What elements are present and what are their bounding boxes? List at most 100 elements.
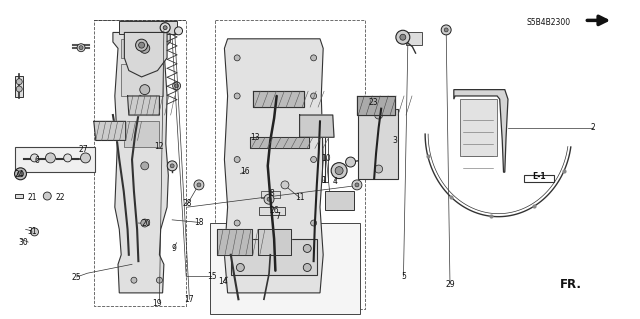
Circle shape bbox=[352, 180, 362, 190]
Bar bbox=[121, 64, 163, 96]
Circle shape bbox=[355, 183, 359, 187]
Circle shape bbox=[310, 55, 317, 61]
Text: 2: 2 bbox=[590, 123, 595, 132]
Bar bbox=[15, 76, 23, 97]
Text: 5: 5 bbox=[401, 272, 406, 281]
Bar bbox=[406, 33, 422, 45]
Text: 22: 22 bbox=[55, 193, 65, 202]
Circle shape bbox=[444, 28, 448, 32]
Text: 1: 1 bbox=[321, 176, 326, 185]
Text: 20: 20 bbox=[142, 219, 152, 228]
Circle shape bbox=[475, 109, 481, 115]
Text: 13: 13 bbox=[250, 133, 260, 142]
Circle shape bbox=[264, 194, 274, 204]
Text: 24: 24 bbox=[15, 170, 24, 179]
Polygon shape bbox=[250, 137, 308, 148]
Circle shape bbox=[234, 157, 240, 162]
Circle shape bbox=[346, 157, 356, 167]
Circle shape bbox=[31, 228, 38, 236]
Circle shape bbox=[136, 39, 148, 51]
Text: S5B4B2300: S5B4B2300 bbox=[526, 18, 570, 27]
Circle shape bbox=[310, 93, 317, 99]
Circle shape bbox=[141, 162, 148, 170]
Text: 26: 26 bbox=[269, 206, 279, 215]
Text: 3: 3 bbox=[392, 136, 397, 145]
Polygon shape bbox=[253, 91, 304, 107]
Circle shape bbox=[396, 30, 410, 44]
Text: 19: 19 bbox=[153, 299, 163, 308]
Text: 12: 12 bbox=[155, 142, 164, 151]
Circle shape bbox=[194, 180, 204, 190]
Bar bbox=[322, 137, 328, 182]
Circle shape bbox=[17, 171, 24, 177]
Bar bbox=[124, 122, 159, 147]
Text: 30: 30 bbox=[19, 238, 29, 247]
Text: E-1: E-1 bbox=[532, 173, 545, 182]
Circle shape bbox=[175, 84, 179, 88]
Circle shape bbox=[163, 26, 167, 30]
Circle shape bbox=[267, 197, 271, 201]
Polygon shape bbox=[225, 39, 323, 293]
Circle shape bbox=[310, 157, 317, 162]
Circle shape bbox=[303, 263, 311, 271]
Circle shape bbox=[140, 43, 150, 53]
Circle shape bbox=[170, 164, 174, 168]
Polygon shape bbox=[124, 33, 167, 77]
Bar bbox=[261, 191, 280, 197]
Text: 29: 29 bbox=[445, 279, 455, 288]
Bar bbox=[119, 21, 177, 34]
Circle shape bbox=[236, 244, 244, 252]
Bar bbox=[524, 175, 554, 182]
Polygon shape bbox=[94, 122, 125, 140]
Text: 17: 17 bbox=[184, 295, 194, 304]
Circle shape bbox=[160, 23, 170, 33]
Circle shape bbox=[335, 167, 343, 174]
Circle shape bbox=[310, 220, 317, 226]
Text: 25: 25 bbox=[72, 272, 81, 281]
Circle shape bbox=[156, 277, 163, 283]
Bar bbox=[231, 239, 317, 275]
Circle shape bbox=[175, 27, 182, 35]
Circle shape bbox=[331, 163, 347, 179]
Text: 18: 18 bbox=[194, 218, 204, 227]
Bar bbox=[121, 39, 163, 58]
Polygon shape bbox=[257, 229, 291, 255]
Circle shape bbox=[234, 268, 240, 274]
Circle shape bbox=[281, 181, 289, 189]
Circle shape bbox=[15, 168, 26, 180]
Polygon shape bbox=[113, 33, 170, 293]
Circle shape bbox=[236, 263, 244, 271]
Bar bbox=[460, 99, 497, 156]
Text: 23: 23 bbox=[369, 99, 378, 108]
Text: 10: 10 bbox=[321, 154, 331, 163]
Text: 11: 11 bbox=[295, 193, 305, 202]
Polygon shape bbox=[300, 115, 334, 137]
Circle shape bbox=[44, 192, 51, 200]
Text: 6: 6 bbox=[34, 156, 39, 165]
Circle shape bbox=[79, 46, 83, 50]
Text: 21: 21 bbox=[28, 193, 36, 202]
Circle shape bbox=[139, 42, 145, 48]
Bar bbox=[259, 207, 285, 215]
Circle shape bbox=[472, 106, 484, 118]
Text: 27: 27 bbox=[78, 145, 88, 154]
Circle shape bbox=[400, 34, 406, 40]
Text: FR.: FR. bbox=[559, 278, 581, 292]
Text: 16: 16 bbox=[240, 167, 250, 176]
Circle shape bbox=[234, 93, 240, 99]
Circle shape bbox=[234, 55, 240, 61]
Circle shape bbox=[234, 220, 240, 226]
Circle shape bbox=[131, 277, 137, 283]
Circle shape bbox=[310, 268, 317, 274]
Circle shape bbox=[173, 82, 180, 90]
Circle shape bbox=[374, 111, 383, 119]
Text: 9: 9 bbox=[171, 244, 176, 253]
Circle shape bbox=[441, 25, 451, 35]
Circle shape bbox=[140, 85, 150, 95]
Text: 4: 4 bbox=[333, 177, 338, 186]
Circle shape bbox=[31, 154, 38, 162]
Text: 8: 8 bbox=[269, 189, 274, 198]
Bar bbox=[358, 109, 397, 179]
Bar bbox=[15, 147, 95, 172]
Text: 31: 31 bbox=[27, 227, 36, 236]
